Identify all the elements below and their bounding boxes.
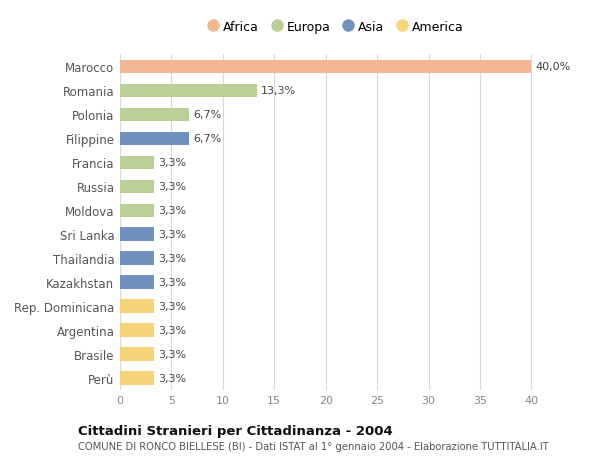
Bar xyxy=(120,204,154,217)
Text: 3,3%: 3,3% xyxy=(158,302,186,311)
Bar xyxy=(120,132,189,146)
Bar xyxy=(120,228,154,241)
Text: 3,3%: 3,3% xyxy=(158,325,186,336)
Text: 6,7%: 6,7% xyxy=(193,110,221,120)
Text: 3,3%: 3,3% xyxy=(158,230,186,240)
Text: 3,3%: 3,3% xyxy=(158,349,186,359)
Bar xyxy=(120,108,189,122)
Text: 3,3%: 3,3% xyxy=(158,182,186,192)
Legend: Africa, Europa, Asia, America: Africa, Europa, Asia, America xyxy=(208,21,464,34)
Bar xyxy=(120,276,154,289)
Bar xyxy=(120,324,154,337)
Text: Cittadini Stranieri per Cittadinanza - 2004: Cittadini Stranieri per Cittadinanza - 2… xyxy=(78,424,393,437)
Bar xyxy=(120,84,257,98)
Text: 13,3%: 13,3% xyxy=(261,86,296,96)
Text: 6,7%: 6,7% xyxy=(193,134,221,144)
Bar xyxy=(120,252,154,265)
Bar xyxy=(120,61,532,73)
Text: 40,0%: 40,0% xyxy=(536,62,571,72)
Text: 3,3%: 3,3% xyxy=(158,158,186,168)
Text: 3,3%: 3,3% xyxy=(158,253,186,263)
Bar xyxy=(120,156,154,169)
Text: 3,3%: 3,3% xyxy=(158,206,186,216)
Bar xyxy=(120,180,154,193)
Text: COMUNE DI RONCO BIELLESE (BI) - Dati ISTAT al 1° gennaio 2004 - Elaborazione TUT: COMUNE DI RONCO BIELLESE (BI) - Dati IST… xyxy=(78,441,549,451)
Text: 3,3%: 3,3% xyxy=(158,277,186,287)
Text: 3,3%: 3,3% xyxy=(158,373,186,383)
Bar xyxy=(120,372,154,385)
Bar xyxy=(120,347,154,361)
Bar xyxy=(120,300,154,313)
